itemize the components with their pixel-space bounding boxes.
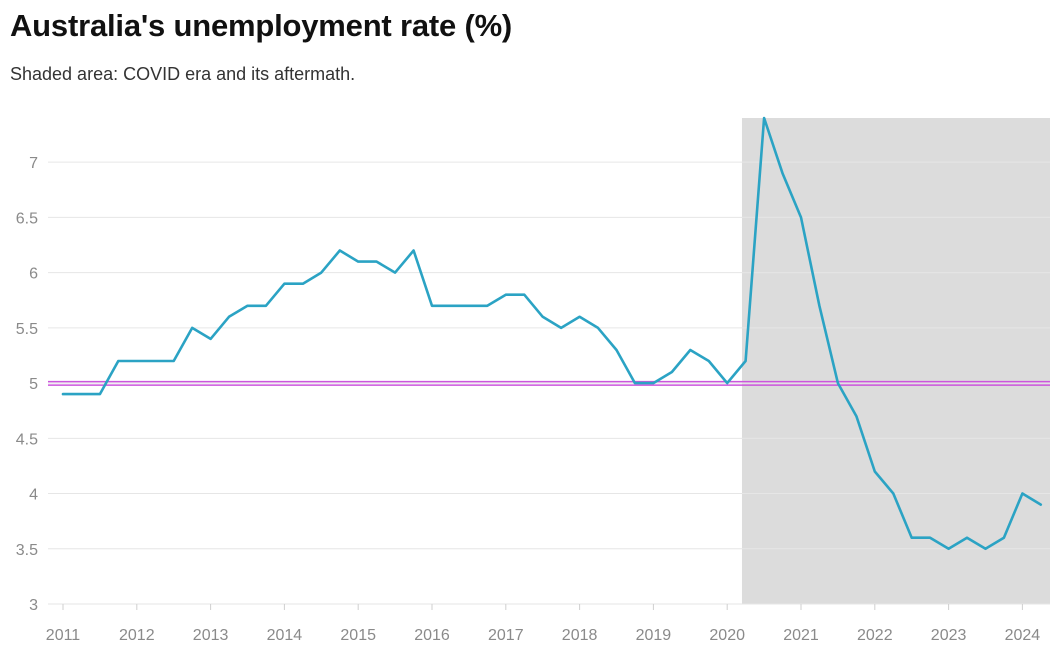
chart-subtitle: Shaded area: COVID era and its aftermath…: [10, 64, 356, 84]
gridlines: [48, 161, 1050, 605]
y-tick-label: 3: [29, 597, 38, 614]
shaded-region-layer: [741, 118, 1050, 604]
y-tick-label: 7: [29, 155, 38, 172]
x-tick-label: 2022: [857, 627, 893, 644]
chart-title: Australia's unemployment rate (%): [10, 8, 513, 43]
x-tick-label: 2015: [340, 627, 376, 644]
unemployment-series-line: [61, 116, 1043, 551]
x-tick-label: 2019: [636, 627, 672, 644]
x-axis-labels: 2011 2012 2013 2014 2015 2016 2017 2018 2019 2020…: [46, 604, 1041, 644]
x-tick-label: 2013: [193, 627, 229, 644]
x-tick-label: 2014: [267, 627, 303, 644]
x-tick-label: 2020: [709, 627, 745, 644]
x-tick-label: 2018: [562, 627, 598, 644]
series-layer: [61, 116, 1043, 551]
y-tick-label: 4: [29, 487, 38, 504]
x-tick-label: 2012: [119, 627, 155, 644]
y-tick-label: 5: [29, 376, 38, 393]
y-tick-label: 3.5: [16, 542, 38, 559]
x-tick-label: 2023: [931, 627, 967, 644]
y-tick-label: 6: [29, 266, 38, 283]
y-tick-label: 6.5: [16, 210, 38, 227]
y-tick-label: 5.5: [16, 321, 38, 338]
covid-shaded-area: [741, 118, 1050, 604]
y-tick-label: 4.5: [16, 431, 38, 448]
x-tick-label: 2024: [1005, 627, 1041, 644]
x-tick-label: 2021: [783, 627, 819, 644]
x-tick-label: 2016: [414, 627, 450, 644]
reference-line-layer: [48, 380, 1050, 386]
y-axis-labels: 3 3.5 4 4.5 5 5.5 6 6.5 7: [16, 155, 38, 614]
x-tick-label: 2011: [46, 627, 81, 644]
x-tick-label: 2017: [488, 627, 524, 644]
